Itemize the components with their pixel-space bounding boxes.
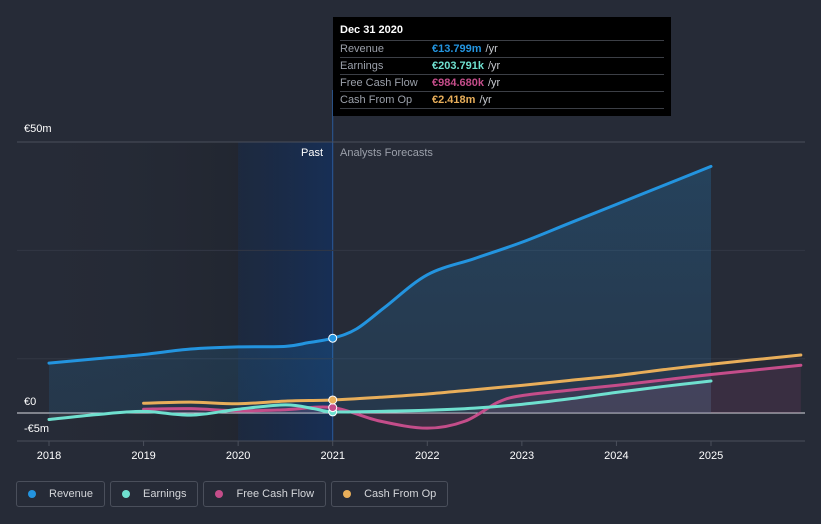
legend-label: Revenue: [49, 488, 94, 500]
x-tick-label: 2023: [510, 450, 534, 462]
data-point-marker: [328, 395, 338, 405]
tooltip-date: Dec 31 2020: [340, 24, 403, 36]
legend-dot-icon: [343, 490, 352, 498]
y-tick-label: -€5m: [24, 423, 50, 435]
tooltip-unit: /yr: [488, 60, 501, 72]
x-tick-label: 2021: [320, 450, 344, 462]
tooltip-row-revenue: Revenue €13.799m /yr: [340, 40, 664, 57]
legend: Revenue Earnings Free Cash Flow Cash Fro…: [16, 481, 449, 507]
tooltip-label: Revenue: [340, 43, 385, 55]
legend-item-revenue[interactable]: Revenue: [16, 481, 106, 507]
tooltip-label: Free Cash Flow: [340, 77, 418, 89]
forecast-label: Analysts Forecasts: [340, 147, 433, 159]
tooltip-unit: /yr: [485, 43, 498, 55]
legend-dot-icon: [215, 490, 224, 498]
series-line-cash-from-op: [142, 353, 803, 406]
series-line-free-cash-flow: [142, 363, 803, 430]
legend-label: Earnings: [143, 488, 187, 500]
fcf-area: [143, 365, 801, 429]
tooltip-unit: /yr: [479, 94, 492, 106]
data-point-marker: [328, 403, 338, 413]
y-tick-label: €0: [24, 396, 37, 408]
legend-label: Cash From Op: [364, 488, 437, 500]
x-tick-label: 2020: [226, 450, 250, 462]
y-tick-label: €50m: [24, 123, 52, 135]
series-line-earnings: [47, 379, 713, 422]
revenue-area: [49, 166, 711, 413]
tooltip-value: €13.799m: [432, 43, 482, 55]
tooltip-value: €2.418m: [432, 94, 476, 106]
legend-dot-icon: [28, 490, 36, 498]
tooltip-value: €203.791k: [432, 60, 484, 72]
earnings-area: [49, 381, 711, 420]
legend-item-cash-from-op[interactable]: Cash From Op: [331, 481, 449, 507]
tooltip-label: Earnings: [340, 60, 384, 72]
tooltip-unit: /yr: [488, 77, 501, 89]
tooltip-value: €984.680k: [432, 77, 484, 89]
legend-item-free-cash-flow[interactable]: Free Cash Flow: [203, 481, 327, 507]
tooltip-label: Cash From Op: [340, 94, 413, 106]
x-tick-label: 2018: [37, 450, 61, 462]
x-tick-label: 2024: [604, 450, 628, 462]
series-line-revenue: [47, 164, 713, 365]
tooltip-row-cfo: Cash From Op €2.418m /yr: [340, 91, 664, 109]
x-tick-label: 2022: [415, 450, 439, 462]
x-tick-label: 2019: [131, 450, 155, 462]
legend-item-earnings[interactable]: Earnings: [110, 481, 199, 507]
tooltip: Dec 31 2020 Revenue €13.799m /yr Earning…: [333, 17, 671, 116]
legend-label: Free Cash Flow: [236, 488, 315, 500]
data-point-marker: [328, 333, 338, 343]
x-tick-label: 2025: [699, 450, 723, 462]
tooltip-row-earnings: Earnings €203.791k /yr: [340, 57, 664, 74]
legend-dot-icon: [122, 490, 131, 498]
tooltip-row-fcf: Free Cash Flow €984.680k /yr: [340, 74, 664, 91]
past-label: Past: [301, 147, 324, 159]
